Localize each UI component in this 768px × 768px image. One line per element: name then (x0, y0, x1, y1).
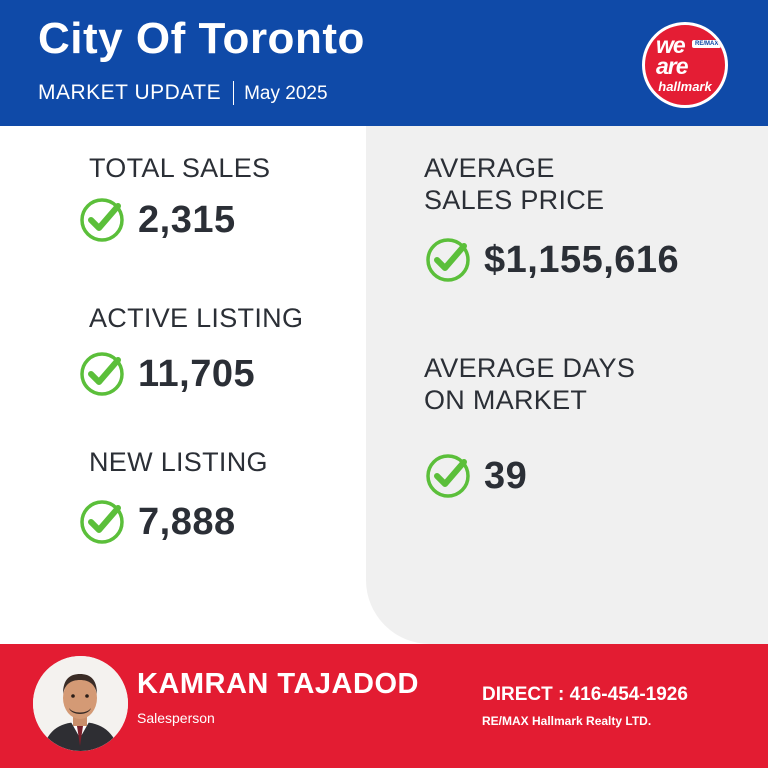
page-title: City Of Toronto (38, 14, 365, 63)
stat-average-sales-price: $1,155,616 (424, 236, 679, 284)
stat-label-line: AVERAGE DAYS (424, 353, 636, 383)
stat-label-line: ON MARKET (424, 385, 588, 415)
stat-value-average-days-on-market: 39 (484, 454, 528, 497)
stat-label-line: SALES PRICE (424, 185, 605, 215)
stat-label-average-sales-price: AVERAGE SALES PRICE (424, 152, 604, 216)
stat-value-new-listing: 7,888 (138, 500, 236, 543)
agent-portrait-icon (33, 656, 128, 751)
stat-new-listing: 7,888 (78, 498, 236, 546)
direct-phone: DIRECT : 416-454-1926 (482, 684, 688, 705)
subtitle-divider (233, 80, 235, 105)
stat-label-line: AVERAGE (424, 153, 555, 183)
check-circle-icon (80, 352, 124, 396)
logo-text-are: are (656, 53, 689, 79)
stat-label-average-days-on-market: AVERAGE DAYS ON MARKET (424, 352, 635, 416)
stat-value-active-listing: 11,705 (138, 352, 256, 395)
company-name: RE/MAX Hallmark Realty LTD. (482, 714, 652, 728)
stat-active-listing: 11,705 (78, 350, 255, 398)
header-bar: City Of Toronto MARKET UPDATE May 2025 w… (0, 0, 768, 126)
footer-bar: KAMRAN TAJADOD Salesperson DIRECT : 416-… (0, 644, 768, 768)
agent-name: KAMRAN TAJADOD (137, 668, 419, 700)
stat-label-total-sales: TOTAL SALES (89, 153, 271, 183)
agent-role: Salesperson (137, 710, 215, 726)
subtitle-market-update: MARKET UPDATE (38, 80, 222, 104)
stat-average-days-on-market: 39 (424, 452, 527, 500)
stat-value-total-sales: 2,315 (138, 198, 236, 241)
logo-badge-remax: RE/MAX (692, 40, 722, 48)
stat-total-sales: 2,315 (78, 196, 236, 244)
stat-value-average-sales-price: $1,155,616 (484, 238, 680, 281)
check-circle-icon (426, 238, 470, 282)
subtitle-date: May 2025 (244, 83, 328, 104)
stat-label-new-listing: NEW LISTING (89, 447, 268, 477)
we-are-hallmark-logo: we are RE/MAX hallmark (642, 22, 728, 108)
logo-text-we: we (656, 32, 686, 58)
stat-label-active-listing: ACTIVE LISTING (89, 303, 304, 333)
logo-text-hallmark: hallmark (658, 79, 712, 94)
check-circle-icon (80, 198, 124, 242)
avatar (33, 656, 128, 751)
right-stats-panel (366, 126, 768, 644)
check-circle-icon (426, 454, 470, 498)
header-subtitle: MARKET UPDATE May 2025 (38, 80, 328, 105)
check-circle-icon (80, 500, 124, 544)
